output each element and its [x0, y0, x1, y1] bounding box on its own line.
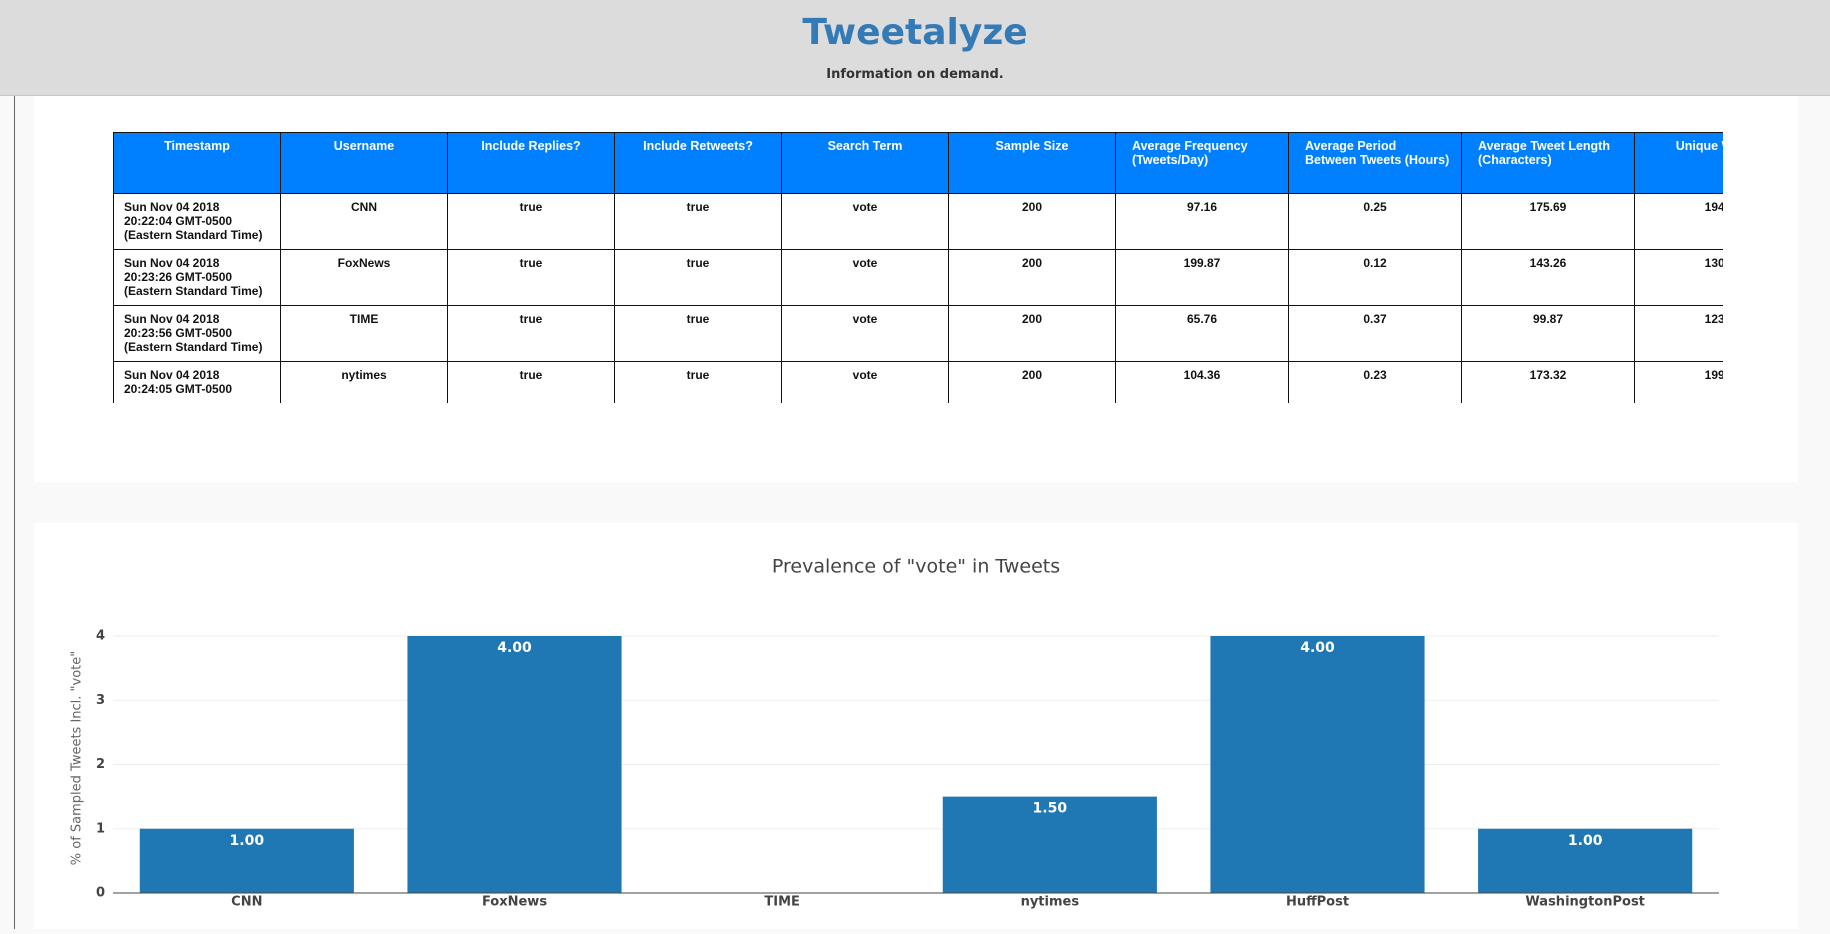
chart-title: Prevalence of "vote" in Tweets	[772, 556, 1060, 578]
table-row: Sun Nov 04 2018 20:24:05 GMT-0500 nytimes…	[113, 361, 1723, 403]
table-cell: true	[447, 249, 615, 306]
column-header: Sample Size	[948, 132, 1116, 194]
table-cell: 199.87	[1115, 249, 1289, 306]
y-tick-label: 1	[96, 821, 105, 836]
table-row: Sun Nov 04 2018 20:22:04 GMT-0500 (Easte…	[113, 193, 1723, 250]
table-cell: true	[447, 305, 615, 362]
table-cell: 1943	[1634, 193, 1723, 250]
column-header: Unique Words	[1634, 132, 1723, 194]
table-cell: Sun Nov 04 2018 20:22:04 GMT-0500 (Easte…	[113, 193, 281, 250]
x-tick-label: TIME	[764, 895, 800, 910]
table-cell: 200	[948, 361, 1116, 403]
app-subtitle: Information on demand.	[826, 67, 1004, 82]
header: Tweetalyze Information on demand.	[0, 0, 1830, 96]
table-cell: true	[614, 249, 782, 306]
x-tick-label: HuffPost	[1286, 895, 1349, 910]
y-tick-label: 4	[96, 629, 105, 644]
table-cell: vote	[781, 361, 949, 403]
table-cell: true	[614, 193, 782, 250]
table-cell: true	[614, 361, 782, 403]
table-cell: 1302	[1634, 249, 1723, 306]
column-header: Average Period Between Tweets (Hours)	[1288, 132, 1462, 194]
column-header: Search Term	[781, 132, 949, 194]
table-cell: 0.25	[1288, 193, 1462, 250]
bar	[407, 636, 622, 893]
table-cell: 1233	[1634, 305, 1723, 362]
table-cell: vote	[781, 249, 949, 306]
chart: Prevalence of "vote" in Tweets % of Samp…	[70, 556, 1719, 910]
column-header: Average Tweet Length (Characters)	[1461, 132, 1635, 194]
table-cell: 0.37	[1288, 305, 1462, 362]
table-cell: vote	[781, 193, 949, 250]
value-label: 4.00	[1300, 640, 1335, 656]
column-header: Username	[280, 132, 448, 194]
table-cell: nytimes	[280, 361, 448, 403]
y-tick-label: 2	[96, 757, 105, 772]
x-tick-label: WashingtonPost	[1525, 895, 1644, 910]
table-cell: true	[614, 305, 782, 362]
table-panel: Timestamp Username Include Replies? Include…	[34, 96, 1798, 482]
table-cell: 200	[948, 193, 1116, 250]
side-border	[14, 96, 15, 929]
table-row: Sun Nov 04 2018 20:23:26 GMT-0500 (Easte…	[113, 249, 1723, 306]
table-scroll[interactable]: Timestamp Username Include Replies? Include…	[113, 132, 1723, 403]
bar	[1478, 828, 1693, 893]
table-cell: 0.23	[1288, 361, 1462, 403]
x-tick-label: nytimes	[1021, 895, 1080, 910]
value-label: 1.00	[1568, 833, 1603, 849]
y-tick-label: 0	[96, 886, 105, 901]
x-tick-label: FoxNews	[482, 895, 547, 910]
table-cell: vote	[781, 305, 949, 362]
table-cell: 200	[948, 249, 1116, 306]
column-header: Include Replies?	[447, 132, 615, 194]
table-cell: TIME	[280, 305, 448, 362]
column-header: Include Retweets?	[614, 132, 782, 194]
y-axis-label: % of Sampled Tweets Incl. "vote"	[70, 651, 85, 866]
value-label: 4.00	[497, 640, 532, 656]
bar	[942, 796, 1157, 893]
table-cell: 65.76	[1115, 305, 1289, 362]
table-cell: 200	[948, 305, 1116, 362]
value-label: 1.00	[230, 833, 265, 849]
table-cell: 97.16	[1115, 193, 1289, 250]
table-cell: true	[447, 361, 615, 403]
value-label: 1.50	[1033, 801, 1068, 817]
table-cell: true	[447, 193, 615, 250]
y-tick-label: 3	[96, 693, 105, 708]
bar	[1210, 636, 1425, 893]
chart-panel: Prevalence of "vote" in Tweets % of Samp…	[34, 523, 1798, 929]
table-cell: 104.36	[1115, 361, 1289, 403]
results-table: Timestamp Username Include Replies? Include…	[113, 132, 1723, 403]
column-header: Timestamp	[113, 132, 281, 194]
table-row: Sun Nov 04 2018 20:23:56 GMT-0500 (Easte…	[113, 305, 1723, 362]
table-cell: Sun Nov 04 2018 20:24:05 GMT-0500	[113, 361, 281, 403]
table-cell: 0.12	[1288, 249, 1462, 306]
table-cell: 143.26	[1461, 249, 1635, 306]
table-cell: 99.87	[1461, 305, 1635, 362]
table-cell: Sun Nov 04 2018 20:23:26 GMT-0500 (Easte…	[113, 249, 281, 306]
table-cell: 173.32	[1461, 361, 1635, 403]
table-cell: 1999	[1634, 361, 1723, 403]
app-title: Tweetalyze	[802, 12, 1028, 53]
table-cell: 175.69	[1461, 193, 1635, 250]
table-cell: CNN	[280, 193, 448, 250]
x-tick-label: CNN	[231, 895, 262, 910]
header-row: Timestamp Username Include Replies? Include…	[113, 132, 1723, 194]
table-cell: Sun Nov 04 2018 20:23:56 GMT-0500 (Easte…	[113, 305, 281, 362]
table-cell: FoxNews	[280, 249, 448, 306]
bar	[139, 828, 354, 893]
column-header: Average Frequency (Tweets/Day)	[1115, 132, 1289, 194]
